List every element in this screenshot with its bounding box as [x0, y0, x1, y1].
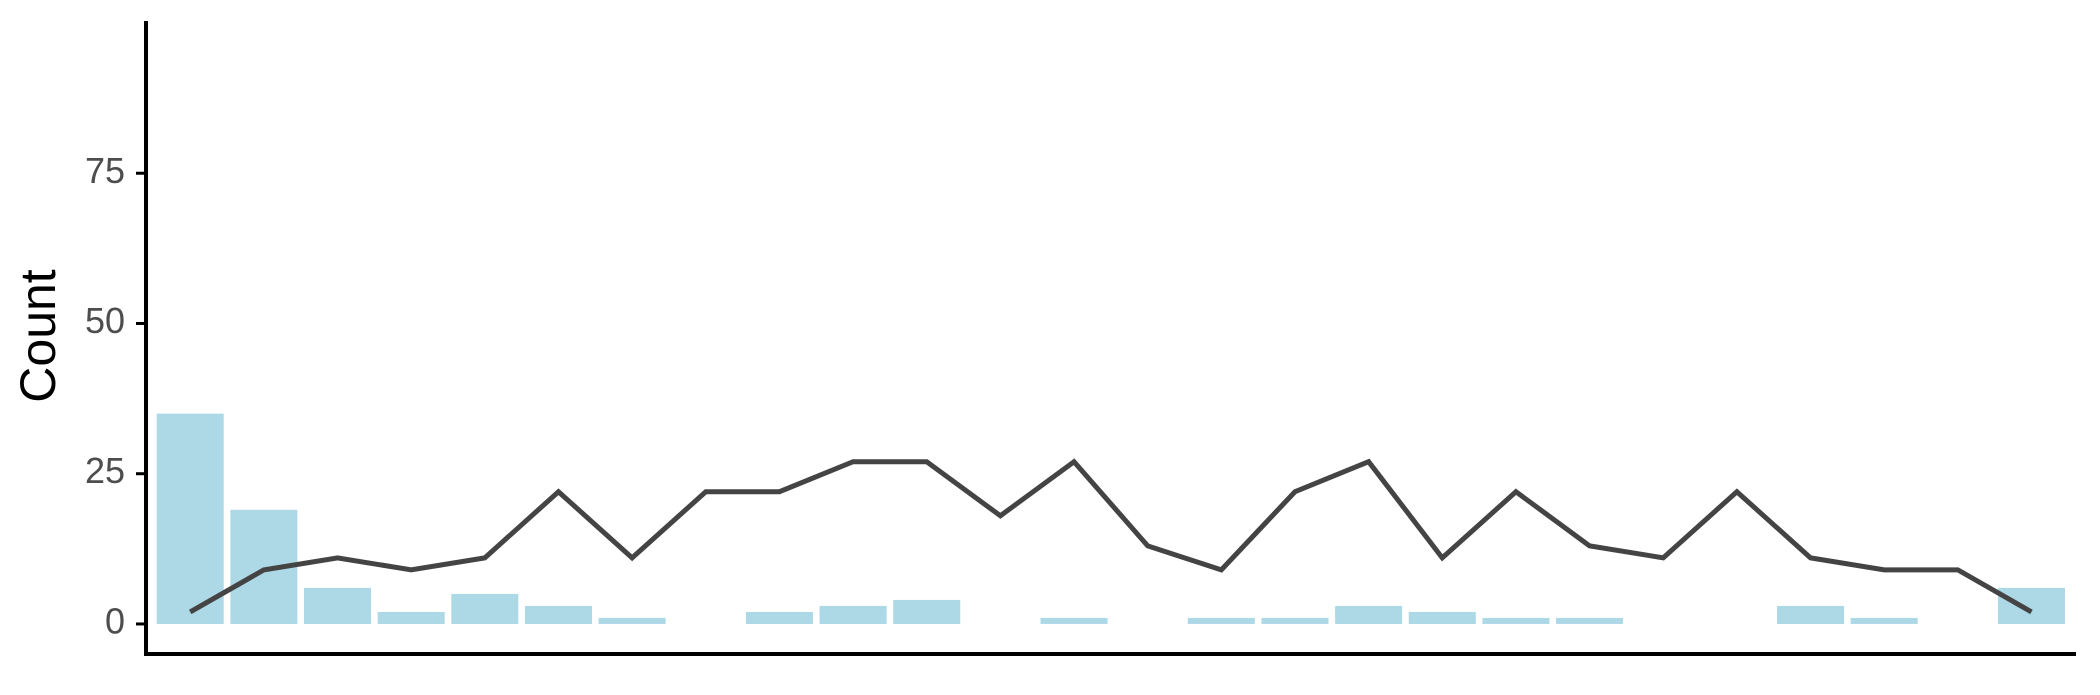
y-tick-label: 50 [85, 300, 125, 341]
line [188, 458, 2033, 615]
bar [1335, 605, 1403, 624]
bar [1556, 617, 1624, 624]
bar [893, 599, 961, 624]
bar [451, 593, 519, 624]
bar [1040, 617, 1108, 624]
bar [819, 605, 887, 624]
y-tick-label: 25 [85, 450, 125, 491]
bar [1850, 617, 1918, 624]
y-axis-label: Count [10, 269, 66, 403]
bar [1482, 617, 1550, 624]
bar [1777, 605, 1845, 624]
y-tick-label: 0 [105, 600, 125, 641]
bar [598, 617, 666, 624]
bar [377, 611, 445, 624]
bar [1261, 617, 1329, 624]
bar [1997, 587, 2065, 624]
bar [1408, 611, 1476, 624]
bar [524, 605, 592, 624]
bar [156, 413, 224, 624]
bar [745, 611, 813, 624]
y-tick-label: 75 [85, 150, 125, 191]
bar [304, 587, 372, 624]
bar [1187, 617, 1255, 624]
